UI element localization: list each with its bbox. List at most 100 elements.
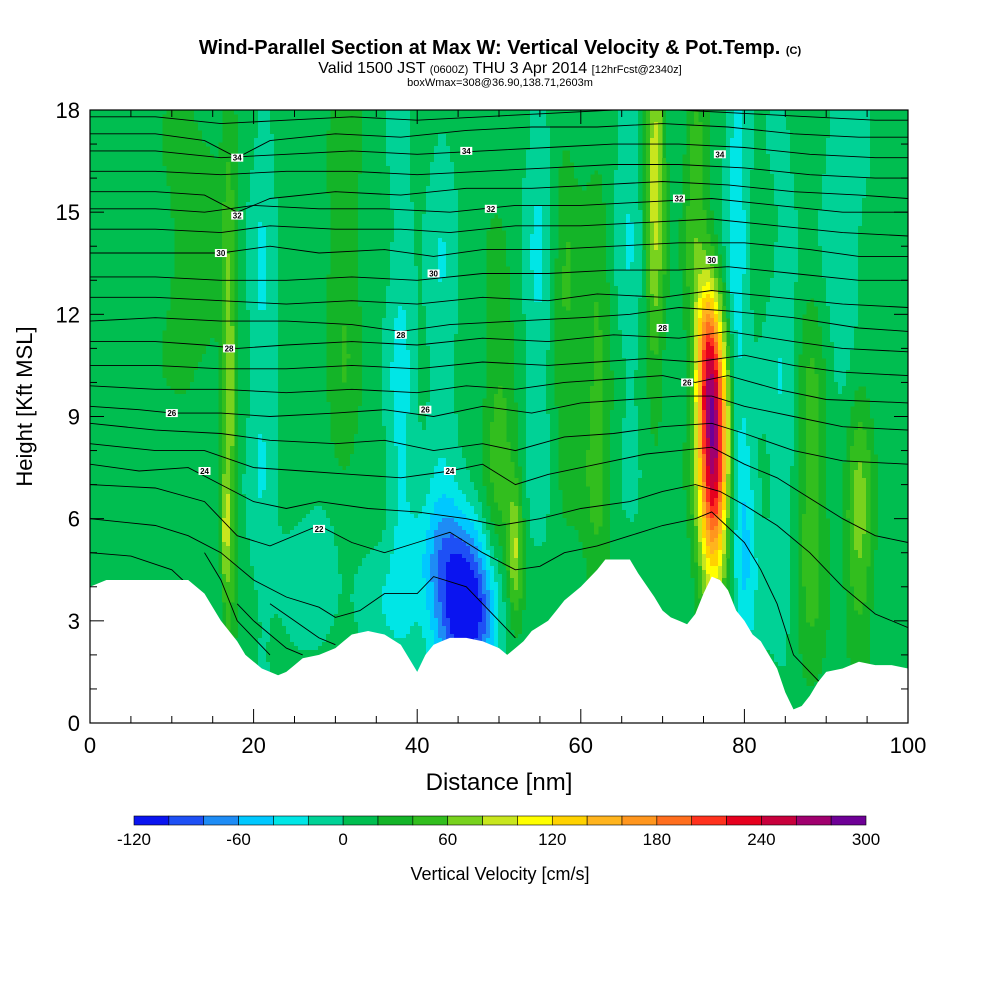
velocity-cell bbox=[758, 146, 763, 151]
velocity-cell bbox=[818, 138, 823, 143]
velocity-cell bbox=[754, 114, 759, 119]
velocity-cell bbox=[142, 166, 147, 171]
velocity-cell bbox=[306, 138, 311, 143]
velocity-cell bbox=[126, 134, 131, 139]
velocity-cell bbox=[638, 138, 643, 143]
velocity-cell bbox=[374, 194, 379, 199]
velocity-cell bbox=[574, 130, 579, 135]
velocity-cell bbox=[790, 182, 795, 187]
velocity-cell bbox=[98, 194, 103, 199]
velocity-cell bbox=[874, 166, 879, 171]
velocity-cell bbox=[370, 130, 375, 135]
velocity-cell bbox=[318, 170, 323, 175]
velocity-cell bbox=[730, 134, 735, 139]
velocity-cell bbox=[654, 110, 659, 115]
velocity-cell bbox=[306, 130, 311, 135]
velocity-cell bbox=[150, 158, 155, 163]
velocity-cell bbox=[538, 118, 543, 123]
velocity-cell bbox=[98, 182, 103, 187]
velocity-cell bbox=[630, 110, 635, 115]
velocity-cell bbox=[142, 190, 147, 195]
velocity-cell bbox=[462, 194, 467, 199]
velocity-cell bbox=[398, 154, 403, 159]
velocity-cell bbox=[594, 134, 599, 139]
velocity-cell bbox=[438, 130, 443, 135]
velocity-cell bbox=[842, 110, 847, 115]
velocity-cell bbox=[542, 206, 547, 211]
velocity-cell bbox=[786, 162, 791, 167]
velocity-cell bbox=[794, 110, 799, 115]
velocity-cell bbox=[562, 114, 567, 119]
velocity-cell bbox=[646, 170, 651, 175]
velocity-cell bbox=[710, 170, 715, 175]
velocity-cell bbox=[154, 138, 159, 143]
velocity-cell bbox=[630, 198, 635, 203]
velocity-cell bbox=[842, 202, 847, 207]
velocity-cell bbox=[646, 134, 651, 139]
velocity-cell bbox=[438, 158, 443, 163]
velocity-cell bbox=[878, 190, 883, 195]
velocity-cell bbox=[842, 170, 847, 175]
velocity-cell bbox=[510, 198, 515, 203]
velocity-cell bbox=[118, 122, 123, 127]
velocity-cell bbox=[818, 110, 823, 115]
velocity-cell bbox=[822, 178, 827, 183]
velocity-cell bbox=[650, 110, 655, 115]
velocity-cell bbox=[158, 174, 163, 179]
velocity-cell bbox=[254, 174, 259, 179]
velocity-cell bbox=[282, 186, 287, 191]
velocity-cell bbox=[390, 110, 395, 115]
velocity-cell bbox=[730, 138, 735, 143]
velocity-cell bbox=[558, 154, 563, 159]
velocity-cell bbox=[282, 142, 287, 147]
velocity-cell bbox=[730, 186, 735, 191]
velocity-cell bbox=[394, 146, 399, 151]
velocity-cell bbox=[290, 122, 295, 127]
velocity-cell bbox=[154, 198, 159, 203]
velocity-cell bbox=[790, 186, 795, 191]
velocity-cell bbox=[306, 150, 311, 155]
velocity-cell bbox=[98, 178, 103, 183]
velocity-cell bbox=[894, 158, 899, 163]
velocity-cell bbox=[238, 118, 243, 123]
velocity-cell bbox=[742, 158, 747, 163]
velocity-cell bbox=[442, 114, 447, 119]
velocity-cell bbox=[398, 166, 403, 171]
velocity-cell bbox=[582, 146, 587, 151]
velocity-cell bbox=[94, 118, 99, 123]
velocity-cell bbox=[518, 118, 523, 123]
velocity-cell bbox=[418, 206, 423, 211]
velocity-cell bbox=[870, 146, 875, 151]
velocity-cell bbox=[502, 138, 507, 143]
velocity-cell bbox=[698, 170, 703, 175]
velocity-cell bbox=[138, 122, 143, 127]
velocity-cell bbox=[98, 126, 103, 131]
velocity-cell bbox=[102, 146, 107, 151]
velocity-cell bbox=[242, 174, 247, 179]
velocity-cell bbox=[238, 178, 243, 183]
velocity-cell bbox=[610, 178, 615, 183]
velocity-cell bbox=[818, 162, 823, 167]
velocity-cell bbox=[478, 142, 483, 147]
velocity-cell bbox=[358, 206, 363, 211]
velocity-cell bbox=[134, 174, 139, 179]
velocity-cell bbox=[726, 154, 731, 159]
velocity-cell bbox=[558, 162, 563, 167]
velocity-cell bbox=[542, 198, 547, 203]
velocity-cell bbox=[774, 162, 779, 167]
velocity-cell bbox=[646, 138, 651, 143]
velocity-cell bbox=[150, 174, 155, 179]
velocity-cell bbox=[110, 134, 115, 139]
velocity-cell bbox=[406, 142, 411, 147]
velocity-cell bbox=[542, 158, 547, 163]
velocity-cell bbox=[366, 162, 371, 167]
velocity-cell bbox=[290, 126, 295, 131]
velocity-cell bbox=[902, 170, 907, 175]
velocity-cell bbox=[690, 186, 695, 191]
velocity-cell bbox=[90, 158, 95, 163]
velocity-cell bbox=[554, 158, 559, 163]
velocity-cell bbox=[666, 114, 671, 119]
velocity-cell bbox=[98, 174, 103, 179]
velocity-cell bbox=[898, 110, 903, 115]
velocity-cell bbox=[206, 110, 211, 115]
